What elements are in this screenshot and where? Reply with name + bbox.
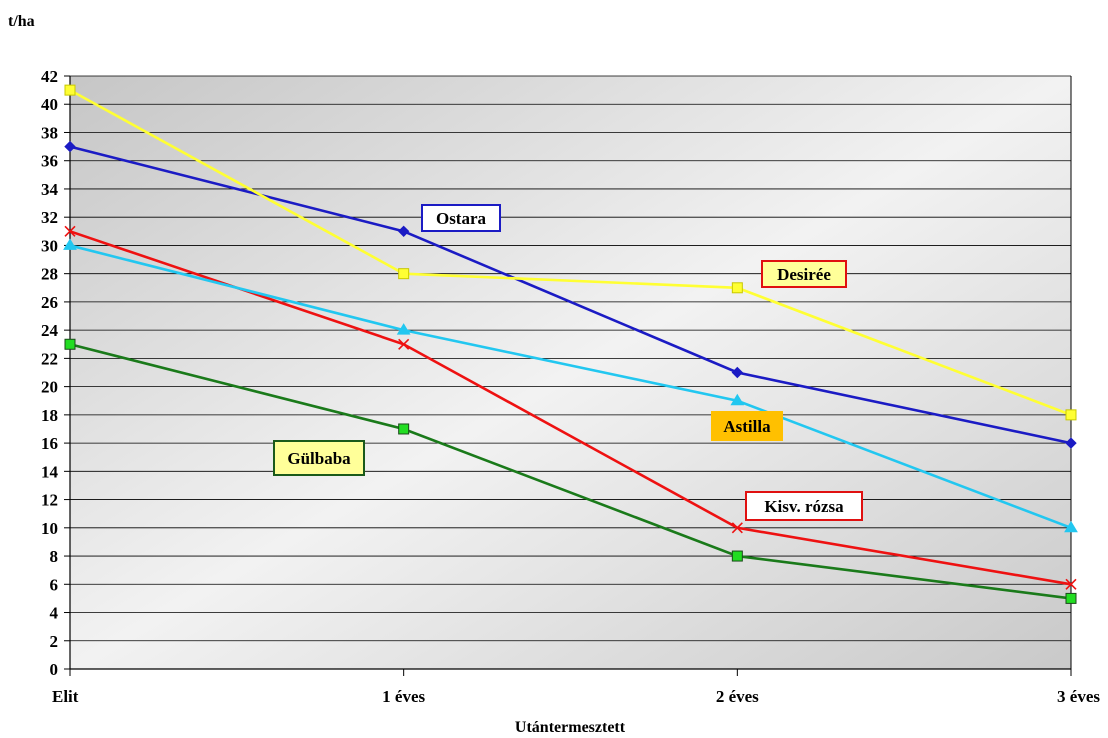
series-label: Astilla <box>711 411 783 441</box>
y-tick-label: 6 <box>50 575 59 594</box>
data-point <box>730 393 745 406</box>
series-line <box>69 145 1072 445</box>
series-label-box <box>711 411 783 441</box>
series-labels: Ostara Desirée Kisv. rózsa Astilla Gülbaba <box>273 204 863 521</box>
series-label-text: Ostara <box>436 209 487 228</box>
y-tick-label: 10 <box>41 519 58 538</box>
series-label-box <box>273 440 365 476</box>
series-label: Gülbaba <box>273 440 365 476</box>
series-label-box <box>761 260 847 288</box>
data-point <box>64 140 76 153</box>
data-point <box>1065 578 1077 590</box>
data-point <box>1065 437 1077 449</box>
y-tick-label: 16 <box>41 434 58 453</box>
y-tick-label: 0 <box>50 660 59 679</box>
y-tick-label: 4 <box>50 604 59 623</box>
series-label: Ostara <box>421 204 501 232</box>
y-tick-label: 42 <box>41 67 58 86</box>
gridlines <box>70 75 1071 642</box>
data-point <box>63 238 77 250</box>
data-point <box>64 225 76 237</box>
data-point <box>398 338 410 350</box>
series-line <box>69 244 1072 530</box>
y-tick-label: 20 <box>41 378 58 397</box>
x-tick-label: 2 éves <box>716 687 759 706</box>
series-label-text: Kisv. rózsa <box>764 497 844 516</box>
y-tick-label: 26 <box>41 293 58 312</box>
data-point <box>397 225 410 238</box>
y-tick-label: 28 <box>41 265 58 284</box>
x-tick-label: 1 éves <box>382 687 425 706</box>
data-point <box>731 282 743 294</box>
data-point <box>1065 592 1077 604</box>
y-tick-label: 22 <box>41 349 58 368</box>
y-tick-label: 12 <box>41 491 58 510</box>
y-axis-title: t/ha <box>8 13 35 30</box>
y-tick-label: 14 <box>41 462 59 481</box>
series-lines <box>69 88 1072 600</box>
y-tick-label: 24 <box>41 321 59 340</box>
series-label-text: Astilla <box>723 417 771 436</box>
y-tick-label: 36 <box>41 152 58 171</box>
x-tick-labels: Elit 1 éves 2 éves 3 éves <box>52 687 1100 706</box>
data-point <box>64 84 76 96</box>
series-line <box>69 343 1072 600</box>
data-point <box>731 366 744 379</box>
series-label-text: Desirée <box>777 265 831 284</box>
y-tick-label: 30 <box>41 236 58 255</box>
y-tick-label: 32 <box>41 208 58 227</box>
x-tick-label: Elit <box>52 687 79 706</box>
y-tick-label: 2 <box>50 632 59 651</box>
y-tick-label: 18 <box>41 406 58 425</box>
data-point <box>396 323 411 335</box>
data-point <box>64 338 76 350</box>
series-label-text: Gülbaba <box>287 449 351 468</box>
data-point <box>1064 520 1078 533</box>
data-point <box>398 268 410 280</box>
x-axis-title: Utántermesztett <box>515 719 626 736</box>
y-tick-label: 40 <box>41 95 58 114</box>
series-label: Kisv. rózsa <box>745 491 863 521</box>
data-point <box>731 550 743 562</box>
y-tick-label: 8 <box>50 547 59 566</box>
plot-area <box>70 76 1071 669</box>
data-point <box>1065 409 1077 421</box>
series-label-box <box>421 204 501 232</box>
series-markers <box>63 84 1078 604</box>
x-tick-label: 3 éves <box>1057 687 1100 706</box>
data-point <box>398 423 410 435</box>
y-tick-label: 34 <box>41 180 59 199</box>
series-label: Desirée <box>761 260 847 288</box>
series-label-box <box>745 491 863 521</box>
axes <box>64 75 1072 676</box>
data-point <box>731 522 743 534</box>
y-tick-label: 38 <box>41 123 58 142</box>
series-line <box>69 88 1072 417</box>
